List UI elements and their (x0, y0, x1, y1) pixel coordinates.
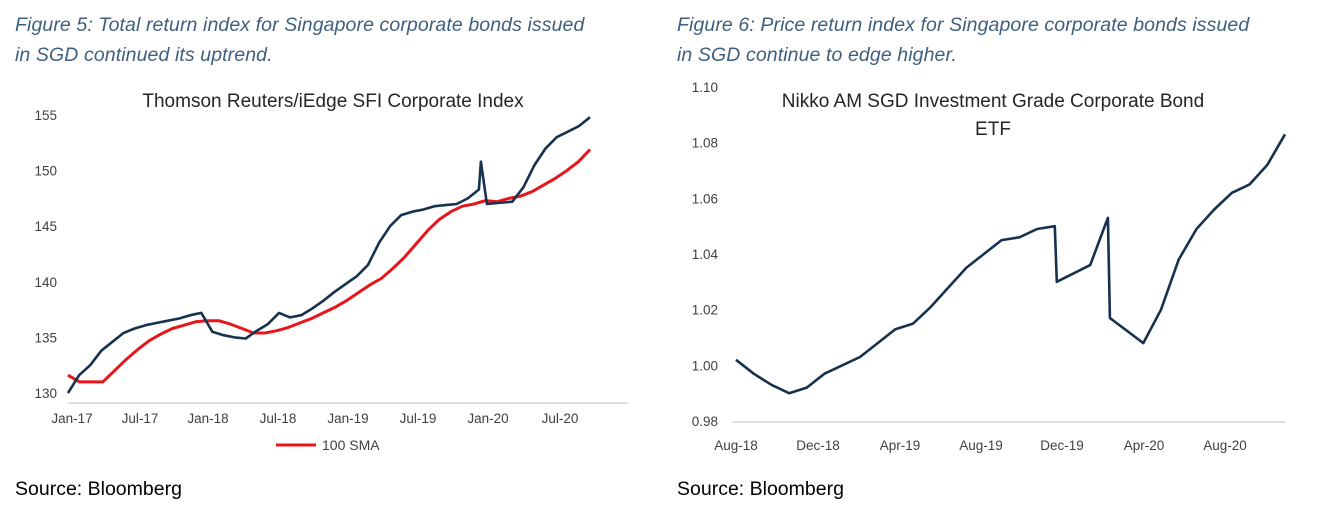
chart2-y-tick-label: 1.06 (692, 191, 718, 206)
fig6-source: Source: Bloomberg (677, 478, 844, 500)
chart1-x-tick-label: Jan-20 (467, 411, 508, 426)
chart2-y-tick-label: 1.02 (692, 303, 718, 318)
chart2-y-tick-label: 1.00 (692, 358, 718, 373)
chart2-x-tick-label: Aug-19 (959, 438, 1003, 453)
chart2-y-tick-label: 1.10 (692, 80, 718, 95)
chart1-x-tick-label: Jul-20 (542, 411, 579, 426)
chart2-y-tick-label: 0.98 (692, 414, 718, 429)
chart1-x-tick-label: Jul-19 (400, 411, 437, 426)
chart1-x-tick-label: Jan-19 (327, 411, 368, 426)
chart2-y-tick-label: 1.08 (692, 136, 718, 151)
chart2-x-tick-label: Apr-20 (1124, 438, 1165, 453)
chart1-y-tick-label: 135 (34, 330, 57, 345)
chart2-x-tick-label: Aug-20 (1203, 438, 1247, 453)
chart2-y-tick-label: 1.04 (692, 247, 719, 262)
fig5-source: Source: Bloomberg (15, 478, 182, 500)
index-line (66, 116, 591, 394)
chart1-y-tick-label: 155 (34, 108, 57, 123)
fig5-caption-line2: in SGD continued its uptrend. (15, 44, 273, 66)
chart1-x-tick-label: Jan-18 (187, 411, 228, 426)
chart1-x-tick-label: Jul-18 (260, 411, 297, 426)
chart2-x-tick-label: Aug-18 (714, 438, 758, 453)
legend-label-sma: 100 SMA (322, 437, 380, 453)
fig6-caption-line1: Figure 6: Price return index for Singapo… (677, 14, 1250, 36)
chart1-y-tick-label: 130 (34, 386, 57, 401)
chart-total-return-index: Thomson Reuters/iEdge SFI Corporate Inde… (34, 91, 628, 453)
chart-price-return-etf: Nikko AM SGD Investment Grade Corporate … (692, 80, 1287, 453)
sma-line (67, 148, 592, 384)
chart1-x-tick-label: Jan-17 (51, 411, 92, 426)
chart1-y-tick-label: 145 (34, 219, 57, 234)
chart2-title-line1: Nikko AM SGD Investment Grade Corporate … (782, 91, 1204, 112)
fig6-caption-line2: in SGD continue to edge higher. (677, 44, 957, 66)
chart1-y-tick-label: 140 (34, 275, 57, 290)
chart1-y-tick-label: 150 (34, 164, 57, 179)
chart2-title-line2: ETF (975, 119, 1011, 140)
chart2-x-tick-label: Apr-19 (880, 438, 921, 453)
chart1-x-tick-label: Jul-17 (122, 411, 159, 426)
chart2-x-tick-label: Dec-18 (796, 438, 840, 453)
fig5-caption-line1: Figure 5: Total return index for Singapo… (15, 14, 585, 36)
etf-price-line (735, 133, 1287, 395)
chart1-title: Thomson Reuters/iEdge SFI Corporate Inde… (142, 91, 524, 112)
chart2-x-tick-label: Dec-19 (1040, 438, 1084, 453)
